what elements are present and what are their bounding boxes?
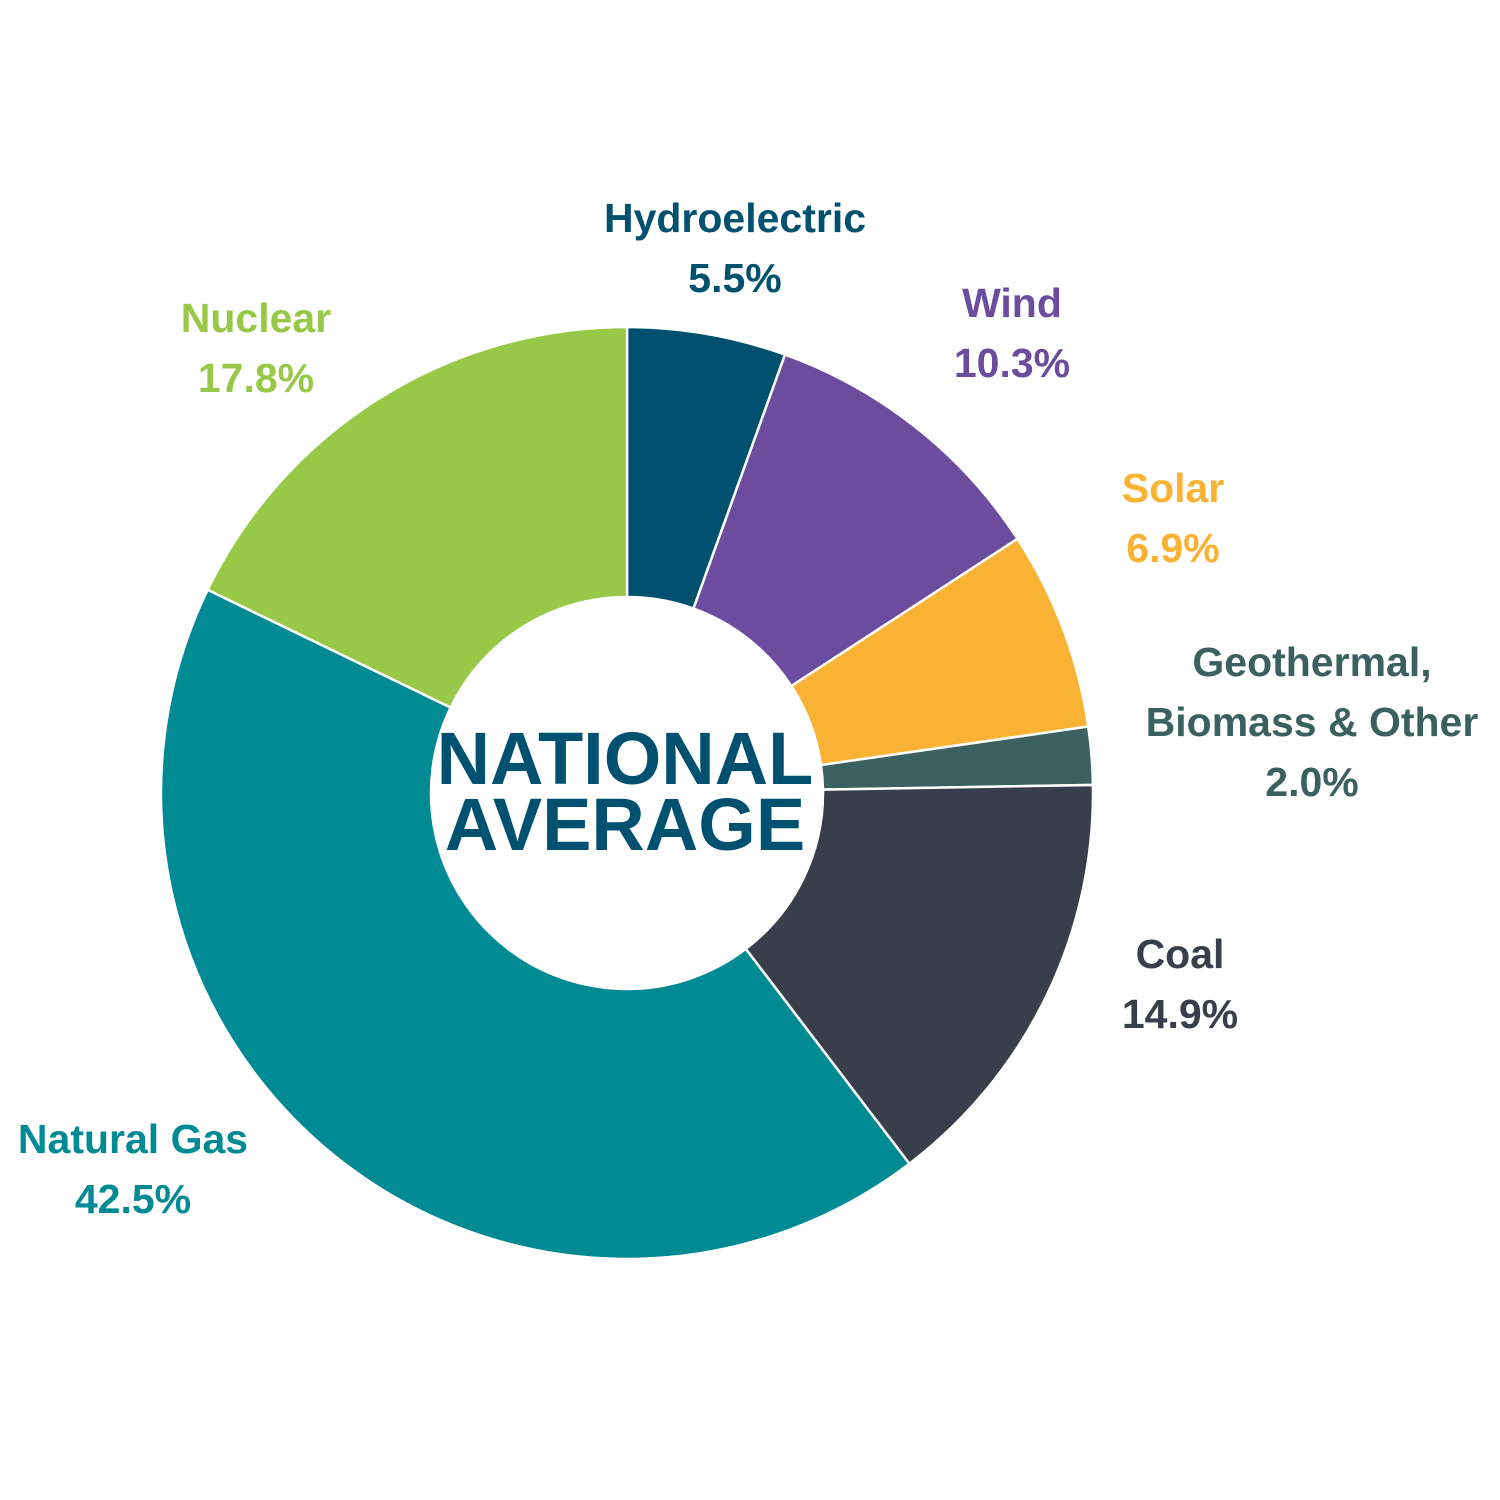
slice-labels: Hydroelectric 5.5% Wind 10.3% Solar 6.9% Geoth… (18, 195, 1478, 1222)
label-name-wind: Wind (962, 280, 1062, 326)
label-name-nuclear: Nuclear (181, 295, 331, 341)
label-geothermal-biomass-and-other: Geothermal, Biomass & Other 2.0% (1146, 639, 1479, 805)
label-value-coal: 14.9% (1122, 991, 1238, 1037)
label-name-solar: Solar (1122, 465, 1225, 511)
label-name-hydroelectric: Hydroelectric (604, 195, 866, 241)
label-natural-gas: Natural Gas 42.5% (18, 1116, 248, 1222)
slice-coal (744, 783, 1095, 1166)
label-value-geothermal-biomass-and-other: 2.0% (1265, 759, 1358, 805)
label-value-nuclear: 17.8% (198, 355, 314, 401)
label-name-geothermal-biomass-and-other: Geothermal, (1192, 639, 1431, 685)
label-wind: Wind 10.3% (954, 280, 1070, 386)
label-value-natural-gas: 42.5% (75, 1176, 191, 1222)
label-name-geothermal-biomass-and-other: Biomass & Other (1146, 699, 1479, 745)
label-value-hydroelectric: 5.5% (688, 255, 781, 301)
label-solar: Solar 6.9% (1122, 465, 1225, 571)
center-label-line-2: AVERAGE (445, 783, 805, 866)
label-hydroelectric: Hydroelectric 5.5% (604, 195, 866, 301)
label-coal: Coal 14.9% (1122, 931, 1238, 1037)
center-label-line-1: NATIONAL (437, 717, 814, 800)
slice-nuclear (205, 325, 629, 710)
label-name-natural-gas: Natural Gas (18, 1116, 248, 1162)
label-value-wind: 10.3% (954, 340, 1070, 386)
slice-natural-gas (159, 588, 912, 1261)
label-name-coal: Coal (1136, 931, 1225, 977)
label-nuclear: Nuclear 17.8% (181, 295, 331, 401)
label-value-solar: 6.9% (1126, 525, 1219, 571)
donut-slices (159, 325, 1095, 1261)
slice-wind (691, 353, 1020, 688)
